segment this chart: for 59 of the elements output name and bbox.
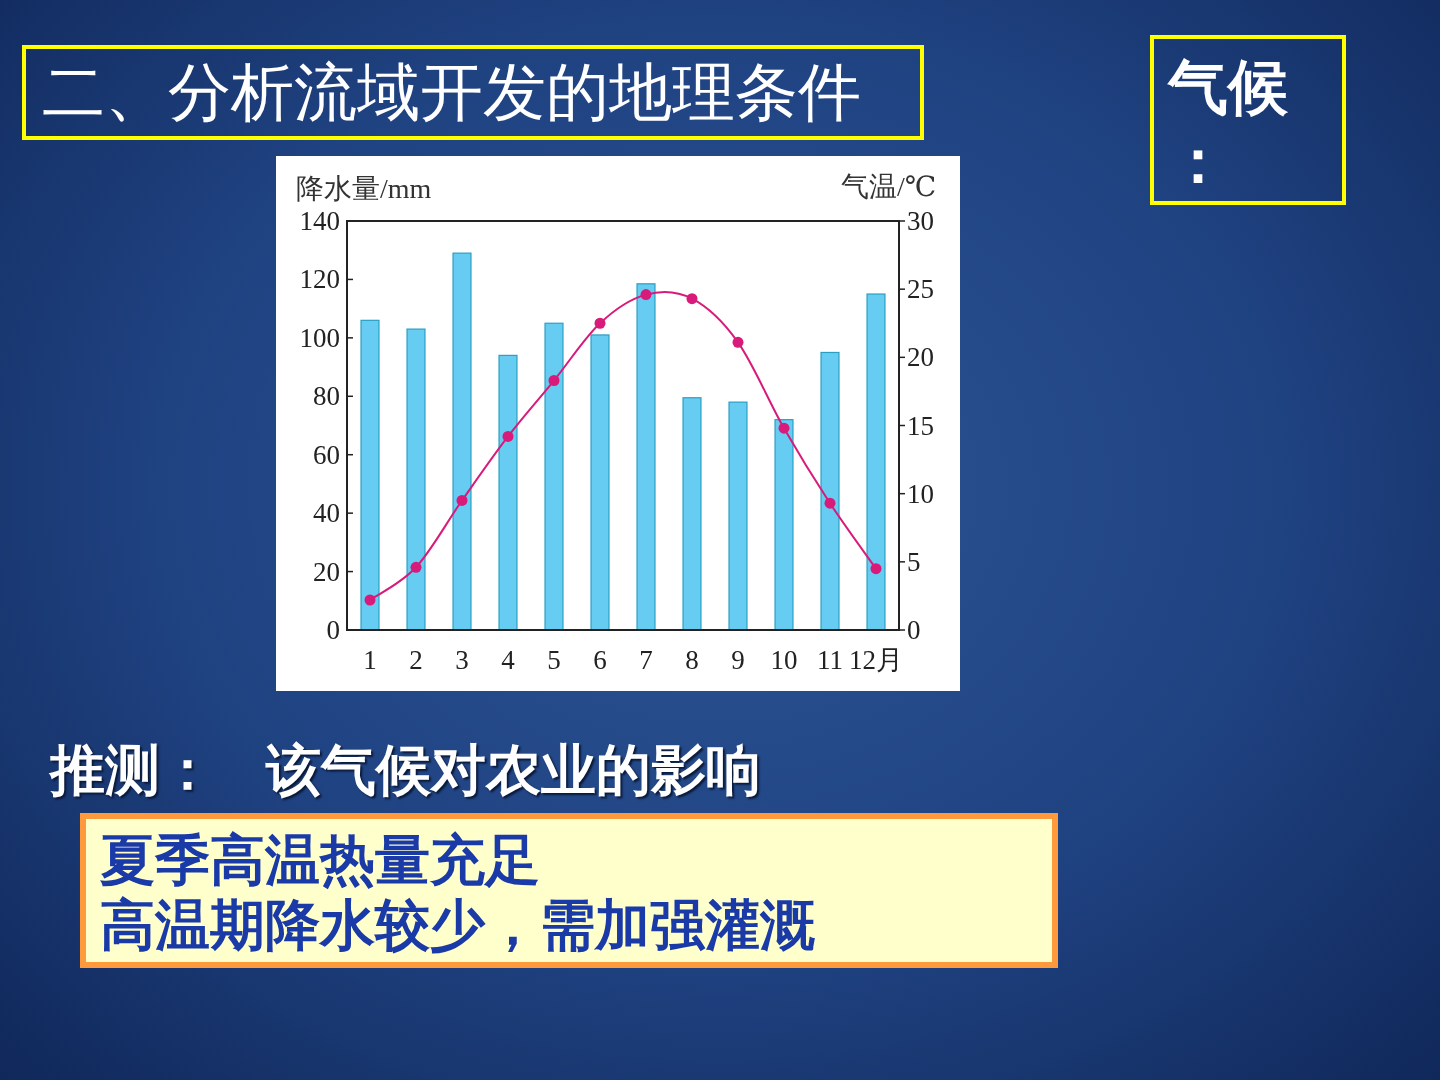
point (824, 497, 836, 509)
bar (498, 354, 518, 631)
text: 夏季高温热量充足 (100, 828, 540, 892)
y2-tick-label: 20 (907, 342, 934, 373)
point (364, 594, 376, 606)
x-tick-label: 5 (547, 645, 561, 675)
point (778, 422, 790, 434)
point (594, 317, 606, 329)
point (502, 430, 514, 442)
x-tick-label: 2 (409, 645, 423, 675)
point (870, 563, 882, 575)
point (456, 494, 468, 506)
x-tick-label: 8 (685, 645, 699, 675)
x-tick-label: 10 (770, 645, 798, 675)
y2-tick-label: 15 (907, 410, 934, 441)
y2-tick-label: 30 (907, 206, 934, 236)
point (410, 561, 422, 573)
y-tick-label: 0 (326, 615, 340, 645)
x-tick-label: 6 (593, 645, 607, 675)
x-tick-label: 3 (455, 645, 469, 675)
point (640, 289, 652, 301)
bar (636, 283, 656, 631)
y2-tick-label: 25 (907, 274, 934, 305)
bar (360, 319, 380, 631)
x-tick-label: 4 (501, 645, 516, 675)
text: 高温期降水较少，需加强灌溉 (100, 893, 815, 957)
y-tick-label: 40 (313, 498, 340, 529)
bar (682, 397, 702, 631)
y-tick-label: 140 (299, 206, 340, 236)
x-tick-label: 1 (363, 645, 377, 675)
x-tick-label: 9 (731, 645, 745, 675)
y-tick-label: 20 (313, 556, 340, 587)
y2-tick-label: 10 (907, 478, 934, 509)
text: 气候： (1168, 53, 1289, 197)
bar (728, 401, 748, 631)
text: 该气候对农业的影响 (266, 738, 761, 803)
y-tick-label: 120 (299, 264, 340, 295)
chart-title: 二、分析流域开发的地理条件 (42, 56, 861, 129)
bar (452, 252, 472, 631)
bar (866, 293, 886, 631)
bar (406, 328, 426, 631)
x-tick-label: 11 (817, 645, 843, 675)
y-tick-label: 100 (299, 322, 340, 353)
point (548, 375, 560, 387)
y2-tick-label: 0 (907, 615, 921, 645)
y2-tick-label: 5 (907, 546, 921, 577)
y-tick-label: 60 (313, 439, 340, 470)
point (732, 336, 744, 348)
bar (774, 419, 794, 631)
bar (820, 351, 840, 631)
bar (544, 322, 564, 631)
x-tick-label: 12月 (849, 645, 903, 675)
text: 推测： (50, 738, 215, 803)
bar (590, 334, 610, 631)
x-tick-label: 7 (639, 645, 653, 675)
y-axis-title: 降水量/mm (296, 173, 432, 204)
point (686, 293, 698, 305)
y2-axis-title: 气温/℃ (840, 171, 936, 202)
y-tick-label: 80 (313, 381, 340, 412)
